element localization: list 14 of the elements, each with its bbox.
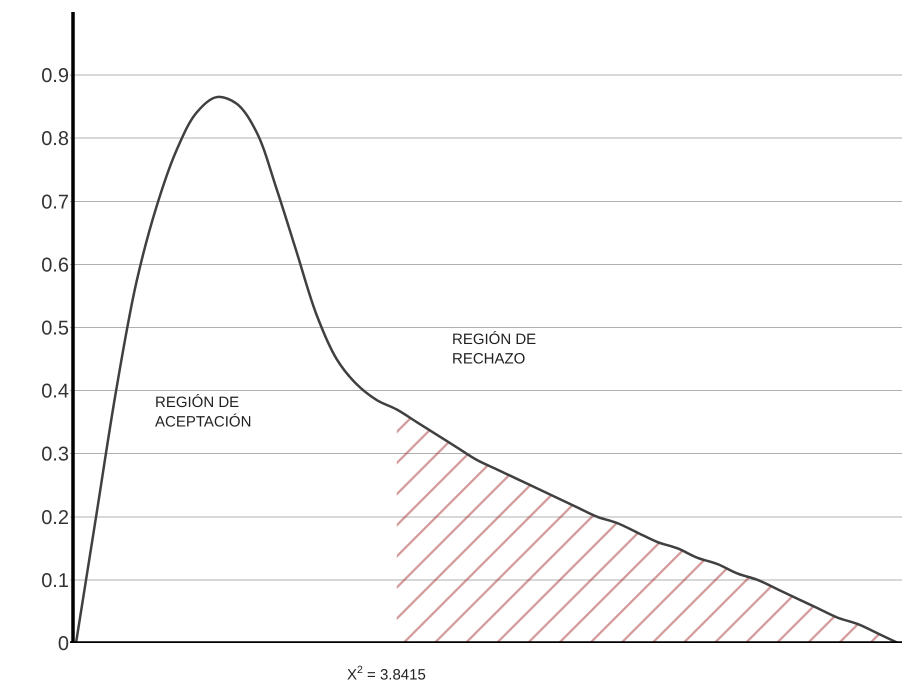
text: X$^{2}$ = 3.8415	[347, 664, 426, 684]
y-tick-label: 0.9	[41, 65, 69, 88]
annotation: REGIÓN DE ACEPTACIÓN	[155, 393, 252, 430]
y-tick-label: 0.3	[41, 444, 69, 466]
y-tick-label: 0.6	[41, 254, 69, 276]
y-tick-label: 0	[58, 633, 69, 655]
y-tick-label: 0.8	[41, 128, 69, 150]
annotation: REGIÓN DE RECHAZO	[452, 330, 536, 368]
line-series	[74, 96, 900, 643]
y-tick-label: 0.7	[41, 191, 69, 214]
y-tick-label: 0.1	[41, 570, 69, 592]
y-tick-label: 0.2	[41, 506, 69, 529]
y-tick-label: 0.4	[41, 380, 69, 403]
y-tick-label: 0.5	[41, 318, 69, 340]
